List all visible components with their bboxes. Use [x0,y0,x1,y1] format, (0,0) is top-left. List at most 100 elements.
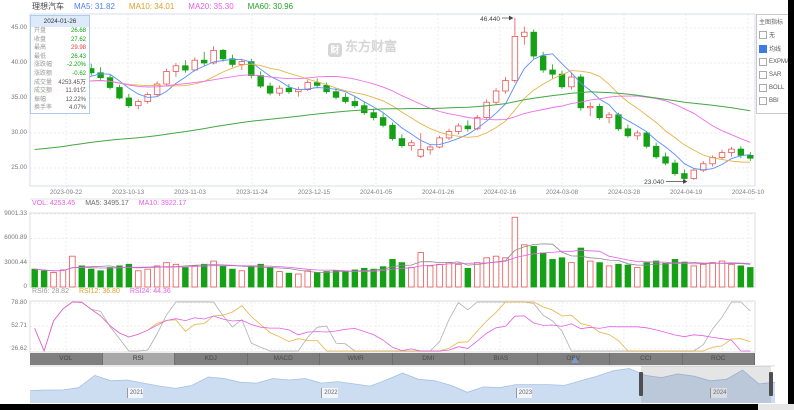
ma-value: MA20: 35.30 [188,2,234,11]
tooltip-row-label: 成交量 [34,79,53,86]
indicator-option-label: BOLL [769,85,785,91]
indicator-option-label: EXPMA [769,59,791,65]
navigator-selection[interactable] [640,366,772,403]
volume-header-value: MA10: 3922.17 [138,200,187,207]
tooltip-row-label: 成交额 [34,88,53,95]
east-money-logo-icon: 财 [328,43,342,57]
tooltip-row-label: 涨跌幅 [34,62,53,69]
rsi-header-value: RSI6: 28.82 [32,288,69,295]
navigator-handle-left[interactable] [638,372,643,396]
date-axis-label: 2023-09-22 [49,189,83,196]
tab-dmi[interactable]: DMI [393,353,465,365]
tab-kdj[interactable]: KDJ [175,353,248,365]
date-axis-label: 2024-05-10 [731,189,765,196]
screen-edge-corner [758,404,794,410]
tooltip-row-label: 最低 [34,53,47,60]
tooltip-row: 成交量 4253.45万 [31,79,89,88]
tooltip-row: 涨跌幅 -2.20% [31,61,89,70]
tooltip-row: 收盘 27.62 [31,36,89,45]
tab-roc[interactable]: ROC [683,353,755,365]
volume-header-value: MA5: 3495.17 [85,200,129,207]
tooltip-row-label: 涨跌额 [34,70,53,77]
volume-axis-label: 0 [23,283,27,290]
date-axis-label: 2024-03-28 [607,189,641,196]
volume-header: VOL: 4253.45 MA5: 3495.17 MA10: 3922.17 [32,200,196,207]
navigator-handle-right[interactable] [769,372,774,396]
tooltip-row-value: 29.98 [70,45,86,52]
sub-indicator-tabs: VOL RSI KDJ MACD WMR DMI BIAS OBV CCI ROC [30,353,755,365]
navigator-year-2021: 2021 [126,388,144,398]
volume-axis-label: 3000.44 [4,258,27,266]
price-axis-label: 25.00 [11,164,27,171]
volume-header-value: VOL: 4253.45 [32,200,76,207]
tab-cci[interactable]: CCI [610,353,683,365]
tooltip-row-label: 开盘 [34,28,47,34]
indicator-option-label: BBI [769,98,779,104]
price-axis-label: 35.00 [11,94,27,101]
indicator-option-label: 无 [769,33,776,39]
price-axis-label: 40.00 [11,59,27,66]
tooltip-row-value: 26.68 [70,28,86,34]
tab-macd[interactable]: MACD [248,353,320,365]
indicator-option-expma[interactable]: EXPMA [759,58,790,66]
scroll-indicator-icon [571,357,579,363]
navigator-year-2024: 2024 [710,388,727,398]
tooltip-date: 2024-01-26 [31,16,89,27]
date-axis-label: 2023-11-03 [174,189,206,196]
indicator-option-boll[interactable]: BOLL [759,84,790,92]
rsi-axis-label: 52.71 [11,322,27,329]
screen-edge-right [788,0,794,404]
tooltip-row: 换手率 4.07% [31,104,89,113]
watermark: 财东方财富 [328,36,397,57]
indicator-panel-title: 主图指标 [759,20,784,26]
price-axis-label: 30.00 [11,129,27,136]
tooltip-row-value: 4253.45万 [58,79,86,86]
tab-vol[interactable]: VOL [30,353,103,365]
rsi-axis-label: 78.80 [11,299,27,306]
svg-text:46.440: 46.440 [480,16,500,23]
tooltip-row-label: 收盘 [34,36,47,43]
tooltip-row: 涨跌额 -0.62 [31,70,89,79]
tooltip-row-label: 最高 [34,45,47,52]
watermark-text: 东方财富 [345,39,398,54]
ma-value: MA10: 34.01 [128,2,175,11]
checkbox-expma[interactable] [759,58,767,66]
rsi-header: RSI6: 28.82 RSI12: 36.80 RSI24: 44.36 [32,288,181,295]
tooltip-row: 开盘 26.68 [31,27,89,36]
tooltip-row: 成交额 11.91亿 [31,87,89,96]
indicator-option-sar[interactable]: SAR [759,71,790,79]
tooltip-row: 最高 29.98 [31,44,89,53]
tooltip-row: 最低 26.43 [31,53,89,62]
tooltip-row-value: 27.62 [70,36,86,43]
tab-rsi[interactable]: RSI [102,353,175,365]
tab-wmr[interactable]: WMR [320,353,393,365]
tooltip-row-value: 12.22% [65,96,86,103]
tooltip-row-label: 换手率 [34,105,53,112]
tooltip-rows: 开盘 26.68 收盘 27.62 最高 29.98 最低 26.43 涨跌幅 -2.20% 涨跌额… [31,27,89,113]
date-axis-label: 2024-01-26 [421,189,455,196]
rsi-header-value: RSI12: 36.80 [78,288,120,295]
tooltip-row-value: 4.07% [68,105,86,112]
chart-header: 理想汽车 MA5: 31.82 MA10: 34.01 MA20: 35.30 MA60… [32,1,307,12]
tab-bias[interactable]: BIAS [465,353,538,365]
tooltip-row-value: -0.62 [72,70,86,77]
checkbox-ma-checked[interactable] [759,44,767,53]
date-axis-label: 2024-02-16 [483,189,517,196]
date-axis-label: 2023-11-24 [236,189,268,196]
volume-axis-label: 9001.33 [4,210,27,217]
checkbox-none[interactable] [759,30,767,39]
rsi-header-value: RSI24: 44.36 [129,288,171,295]
indicator-options: 无均线 EXPMA SAR BOLL BBI [759,30,790,105]
checkbox-boll[interactable] [759,84,767,92]
checkbox-bbi[interactable] [759,97,767,105]
checkbox-sar[interactable] [759,71,767,79]
ma-value: MA60: 30.96 [247,2,294,11]
date-axis-label: 2024-03-08 [545,189,579,196]
date-axis-label: 2023-10-13 [111,189,145,196]
indicator-option-ma[interactable]: 均线 [759,44,790,53]
ohlc-tooltip: 2024-01-26 开盘 26.68 收盘 27.62 最高 29.98 最低 26.43 涨… [30,15,90,114]
indicator-option-bbi[interactable]: BBI [759,97,790,105]
date-axis-label: 2024-01-05 [359,189,393,196]
indicator-option-none[interactable]: 无 [759,30,790,39]
